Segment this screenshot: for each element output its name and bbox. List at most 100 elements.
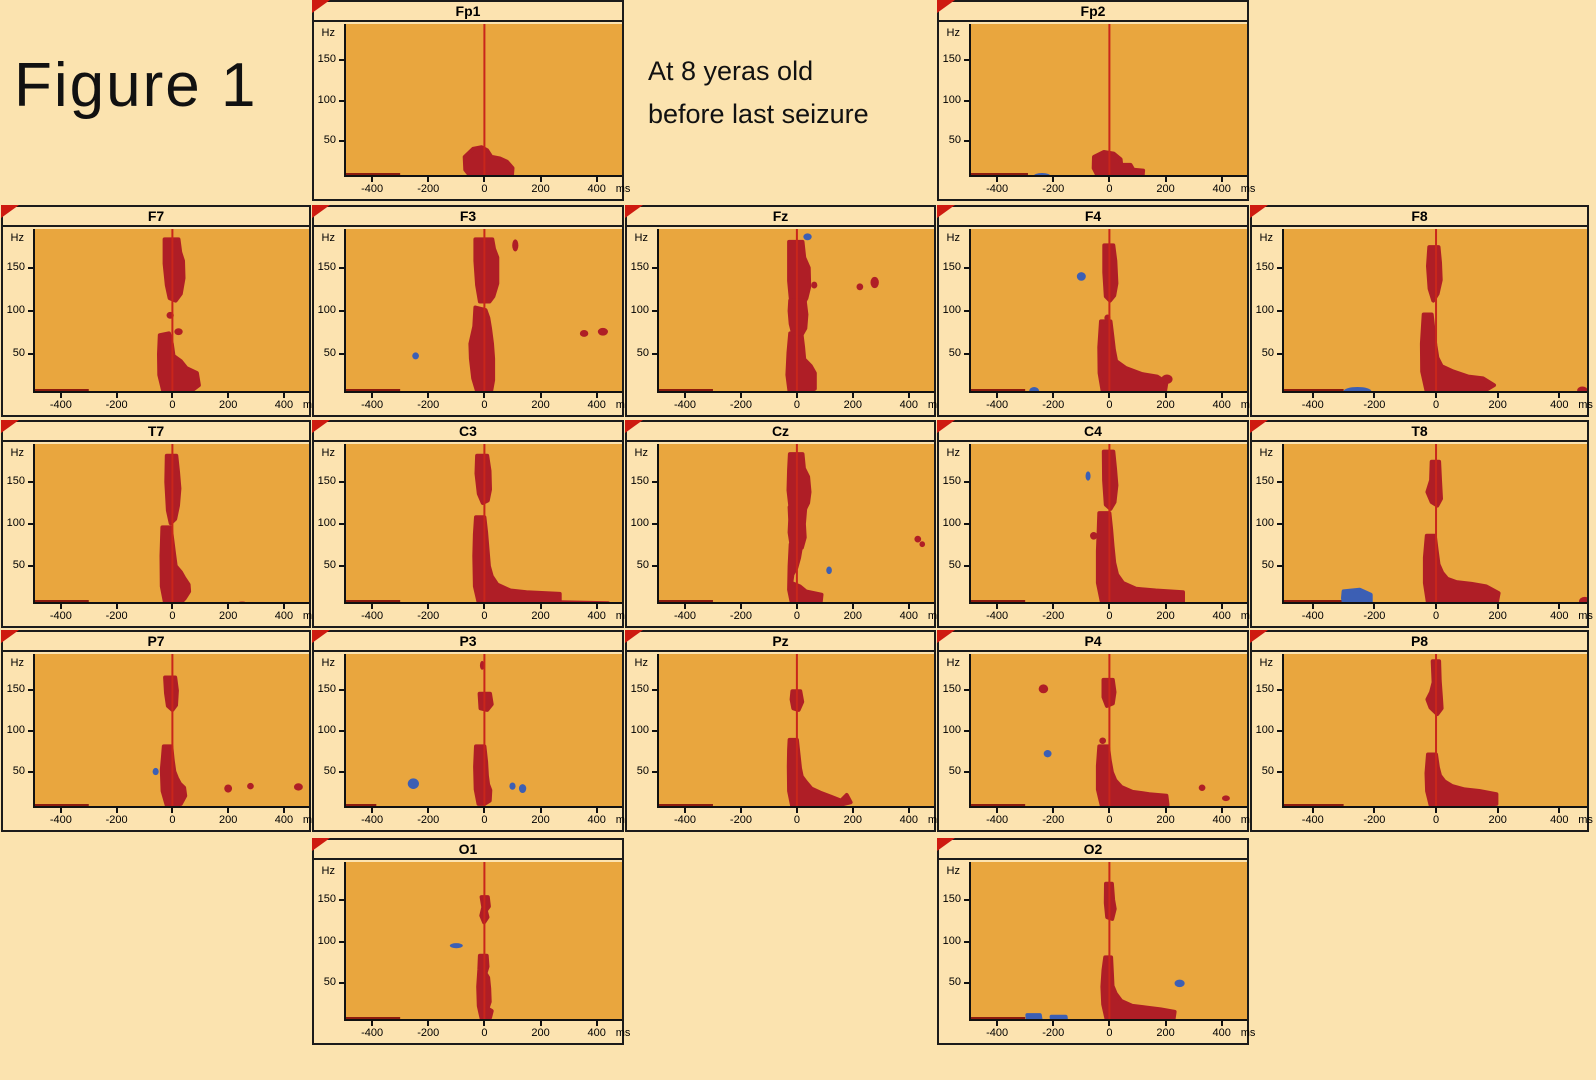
channel-title: T8 xyxy=(1252,422,1587,442)
x-tick-label: 200 xyxy=(218,610,238,622)
x-tick-mark xyxy=(1164,808,1167,813)
panel-F3: F3 Hz 50 100 150 -400 -200 0 200 400 ms xyxy=(312,205,630,417)
time-frequency-plot xyxy=(657,229,934,393)
x-tick-mark xyxy=(1558,393,1561,398)
y-tick-mark xyxy=(964,480,969,483)
time-frequency-plot xyxy=(33,444,309,604)
x-tick-mark xyxy=(483,393,486,398)
annotation-line-1: At 8 yeras old xyxy=(648,56,814,86)
x-tick-label: -400 xyxy=(361,814,384,826)
y-tick-mark xyxy=(1277,266,1282,269)
x-tick-label: 400 xyxy=(899,610,918,622)
channel-title: F7 xyxy=(3,207,309,227)
channel-title: C4 xyxy=(939,422,1247,442)
x-tick-label: 200 xyxy=(531,183,550,195)
x-tick-label: -200 xyxy=(417,183,440,195)
y-tick-label: 100 xyxy=(1255,517,1274,529)
x-tick-mark xyxy=(851,393,854,398)
y-axis-unit-label: Hz xyxy=(946,865,960,877)
panel-F8: F8 Hz 50 100 150 -400 -200 0 200 400 ms xyxy=(1250,205,1593,417)
y-tick-label: 150 xyxy=(630,683,649,696)
x-tick-mark xyxy=(1220,177,1223,182)
x-tick-mark xyxy=(427,808,430,813)
x-tick-mark xyxy=(171,604,174,609)
y-tick-label: 100 xyxy=(942,304,961,316)
time-frequency-plot xyxy=(344,229,622,393)
y-axis-unit-label: Hz xyxy=(10,232,24,244)
time-frequency-plot xyxy=(1282,654,1587,808)
y-tick-mark xyxy=(964,982,969,985)
x-tick-label: 0 xyxy=(793,814,800,826)
y-tick-mark xyxy=(339,940,344,943)
y-tick-mark xyxy=(339,565,344,568)
x-tick-mark xyxy=(683,808,686,813)
y-tick-mark xyxy=(652,730,657,732)
x-tick-label: 0 xyxy=(1106,183,1113,195)
channel-title: Fp2 xyxy=(939,2,1247,22)
x-tick-mark xyxy=(1373,604,1376,609)
x-tick-label: 400 xyxy=(1550,610,1569,622)
y-tick-mark xyxy=(339,523,344,525)
x-tick-mark xyxy=(907,393,910,398)
y-tick-mark xyxy=(652,523,657,525)
x-tick-label: 400 xyxy=(1212,610,1231,622)
x-tick-mark xyxy=(1373,393,1376,398)
folded-corner-icon xyxy=(312,838,330,851)
x-tick-mark xyxy=(996,808,999,813)
time-frequency-plot xyxy=(1282,229,1587,393)
panel-Fz: Fz Hz 50 100 150 -400 -200 0 200 400 ms xyxy=(625,205,942,417)
x-tick-mark xyxy=(1052,1021,1055,1026)
y-tick-label: 100 xyxy=(6,517,25,529)
x-tick-mark xyxy=(1311,393,1314,398)
y-tick-label: 100 xyxy=(942,93,961,106)
time-frequency-plot xyxy=(657,444,934,604)
y-tick-label: 100 xyxy=(942,934,961,947)
y-axis-unit-label: Hz xyxy=(321,865,335,877)
y-tick-label: 50 xyxy=(323,976,336,989)
y-axis-unit-label: Hz xyxy=(321,657,335,669)
x-tick-mark xyxy=(907,604,910,609)
time-frequency-plot xyxy=(344,862,622,1021)
x-tick-label: -200 xyxy=(417,610,440,622)
y-tick-mark xyxy=(652,353,657,356)
y-tick-label: 150 xyxy=(317,474,336,487)
x-tick-label: 200 xyxy=(843,814,863,826)
time-frequency-plot xyxy=(969,862,1247,1021)
y-tick-label: 50 xyxy=(948,347,961,360)
y-tick-label: 50 xyxy=(12,764,25,777)
x-tick-mark xyxy=(795,604,798,609)
y-tick-mark xyxy=(652,310,657,312)
time-frequency-plot xyxy=(969,654,1247,808)
x-tick-label: 0 xyxy=(481,814,488,826)
panel-P7: P7 Hz 50 100 150 -400 -200 0 200 400 ms xyxy=(1,630,318,832)
x-tick-label: 200 xyxy=(1156,183,1175,195)
y-tick-label: 100 xyxy=(942,724,961,736)
y-tick-label: 150 xyxy=(317,892,336,905)
x-tick-label: -400 xyxy=(673,610,696,622)
y-tick-label: 50 xyxy=(1261,347,1274,360)
x-tick-mark xyxy=(1052,393,1055,398)
x-tick-label: -200 xyxy=(729,814,752,826)
x-tick-label: 400 xyxy=(587,399,606,411)
channel-title: F3 xyxy=(314,207,622,227)
y-tick-mark xyxy=(1277,353,1282,356)
y-tick-label: 100 xyxy=(942,517,961,529)
x-tick-label: -400 xyxy=(49,610,72,622)
x-tick-mark xyxy=(595,177,598,182)
x-tick-label: 400 xyxy=(899,814,918,826)
x-tick-label: -400 xyxy=(986,1027,1009,1039)
x-tick-label: -200 xyxy=(1363,399,1386,411)
x-tick-mark xyxy=(1108,177,1111,182)
channel-title: Fz xyxy=(627,207,934,227)
x-tick-mark xyxy=(427,604,430,609)
y-tick-label: 150 xyxy=(6,474,25,487)
y-tick-label: 150 xyxy=(942,474,961,487)
x-tick-mark xyxy=(1558,604,1561,609)
x-tick-mark xyxy=(683,393,686,398)
y-tick-mark xyxy=(1277,480,1282,483)
panel-P3: P3 Hz 50 100 150 -400 -200 0 200 400 ms xyxy=(312,630,630,832)
y-axis-unit-label: Hz xyxy=(946,657,960,669)
x-tick-mark xyxy=(595,393,598,398)
x-tick-label: -200 xyxy=(729,610,752,622)
time-frequency-plot xyxy=(969,444,1247,604)
